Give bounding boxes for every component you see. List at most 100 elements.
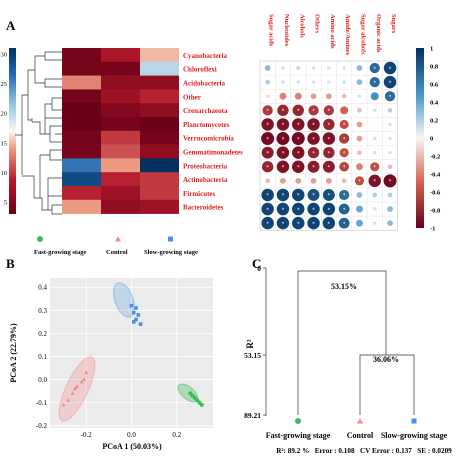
correlation-dot bbox=[279, 92, 287, 100]
significance-mark: * bbox=[343, 221, 346, 227]
phylum-label: Acidobacteria bbox=[183, 80, 225, 88]
correlation-dot bbox=[370, 92, 379, 101]
correlation-matrix: * * * * * * * * * * * * * * * * * * * * * * * * * * * * * * * * * * * * * * * *… bbox=[259, 60, 398, 231]
correlation-dot bbox=[261, 216, 274, 230]
phylum-label: Actinobacteria bbox=[183, 176, 228, 184]
significance-mark: * bbox=[328, 193, 331, 199]
right-colorbar-tick: 0 bbox=[430, 136, 433, 143]
correlation-dot bbox=[325, 93, 332, 100]
significance-mark: * bbox=[297, 137, 300, 143]
heatmap-abundance bbox=[62, 48, 179, 214]
correlation-dot bbox=[341, 178, 347, 184]
row-dendrogram bbox=[15, 51, 62, 215]
correlation-dot bbox=[296, 66, 301, 71]
correlation-dot bbox=[296, 80, 301, 84]
correlation-dot bbox=[276, 216, 290, 230]
significance-mark: * bbox=[312, 207, 315, 213]
metabolite-label: Sugar alcohols bbox=[359, 14, 366, 55]
correlation-dot bbox=[307, 132, 320, 145]
correlation-dot bbox=[322, 188, 335, 201]
left-colorbar-ticks: 30 25 20 15 10 5 bbox=[1, 51, 8, 206]
abundance-cell bbox=[62, 75, 101, 90]
left-colorbar-tick: 10 bbox=[1, 170, 8, 177]
correlation-dot bbox=[307, 202, 320, 216]
pcoa-ticks: -0.2 0.0 0.2 -0.2 -0.1 0.0 0.1 0.2 0.3 0.4 bbox=[36, 284, 182, 439]
legend-slow-label: Slow-growing stage bbox=[144, 249, 198, 256]
right-colorbar-tick: 1 bbox=[430, 46, 433, 53]
slow-point bbox=[129, 303, 134, 308]
correlation-dot bbox=[292, 202, 305, 216]
correlation-dot bbox=[370, 162, 380, 172]
left-colorbar-tick: 15 bbox=[1, 140, 8, 147]
correlation-dot bbox=[322, 132, 336, 145]
significance-mark: * bbox=[358, 179, 361, 185]
slow-point bbox=[131, 310, 136, 315]
correlation-dot bbox=[262, 105, 273, 116]
right-colorbar-tick: -0.6 bbox=[430, 190, 441, 197]
correlation-dot bbox=[356, 192, 363, 198]
abundance-cell bbox=[101, 130, 140, 145]
correlation-dot bbox=[339, 119, 349, 130]
phylum-label: Planctomycetes bbox=[183, 121, 230, 129]
correlation-dot bbox=[276, 118, 290, 131]
significance-mark: * bbox=[374, 66, 377, 72]
correlation-dot bbox=[339, 133, 350, 144]
correlation-dot bbox=[356, 79, 363, 86]
right-colorbar-tick: 0.8 bbox=[430, 64, 439, 71]
abundance-cell bbox=[101, 103, 140, 118]
significance-mark: * bbox=[343, 123, 346, 129]
correlation-dot bbox=[276, 132, 290, 146]
correlation-dot bbox=[292, 118, 305, 131]
correlation-dot bbox=[307, 160, 320, 173]
significance-mark: * bbox=[343, 137, 346, 143]
abundance-cell bbox=[101, 186, 140, 201]
correlation-dot bbox=[280, 177, 286, 184]
metabolite-label: Sugar acids bbox=[268, 14, 275, 47]
abundance-cell bbox=[140, 199, 179, 214]
significance-mark: * bbox=[297, 207, 300, 213]
group-legend: Fast-growing stage Control Slow-growing … bbox=[34, 236, 198, 256]
correlation-dot bbox=[264, 65, 271, 71]
abundance-cell bbox=[140, 117, 179, 132]
correlation-dot bbox=[327, 66, 331, 70]
right-colorbar-tick: 0.2 bbox=[430, 118, 438, 125]
significance-mark: * bbox=[328, 207, 331, 213]
slow-ellipse bbox=[113, 282, 135, 318]
abundance-cell bbox=[101, 61, 140, 76]
right-colorbar-tick: -0.8 bbox=[430, 208, 441, 215]
correlation-dot bbox=[265, 94, 270, 99]
pcoa-y-tick: 0.4 bbox=[38, 284, 47, 292]
correlation-dot bbox=[307, 188, 320, 201]
correlation-dot bbox=[372, 108, 377, 113]
correlation-dot bbox=[356, 135, 363, 142]
pcoa-x-tick: 0.2 bbox=[172, 431, 181, 439]
correlation-dot bbox=[323, 118, 335, 131]
correlation-dot bbox=[310, 93, 317, 100]
correlation-dot bbox=[338, 217, 350, 229]
abundance-cell bbox=[140, 75, 179, 90]
correlation-dot bbox=[342, 80, 346, 84]
significance-mark: * bbox=[266, 193, 269, 199]
correlation-dot bbox=[372, 207, 377, 211]
metabolite-label: Amide/Amines bbox=[344, 14, 351, 56]
correlation-dot bbox=[276, 202, 290, 216]
correlation-dot bbox=[373, 123, 376, 126]
abundance-cell bbox=[140, 103, 179, 118]
abundance-cell bbox=[62, 130, 101, 145]
metabolite-label: Sugars bbox=[390, 14, 397, 34]
abundance-cell bbox=[62, 144, 101, 159]
legend-slow-marker bbox=[168, 236, 173, 242]
significance-mark: * bbox=[266, 207, 269, 213]
significance-mark: * bbox=[266, 109, 269, 115]
left-colorbar-tick: 30 bbox=[1, 51, 8, 58]
abundance-cell bbox=[62, 186, 101, 201]
correlation-dot bbox=[292, 104, 304, 117]
pcoa-x-tick: 0.0 bbox=[127, 431, 136, 439]
r2-tick-label: 0 bbox=[257, 264, 261, 273]
metabolite-label: Organic acids bbox=[375, 14, 382, 53]
significance-mark: * bbox=[343, 207, 346, 213]
significance-mark: * bbox=[266, 151, 269, 157]
correlation-dot bbox=[388, 150, 392, 155]
control-point bbox=[79, 379, 84, 384]
